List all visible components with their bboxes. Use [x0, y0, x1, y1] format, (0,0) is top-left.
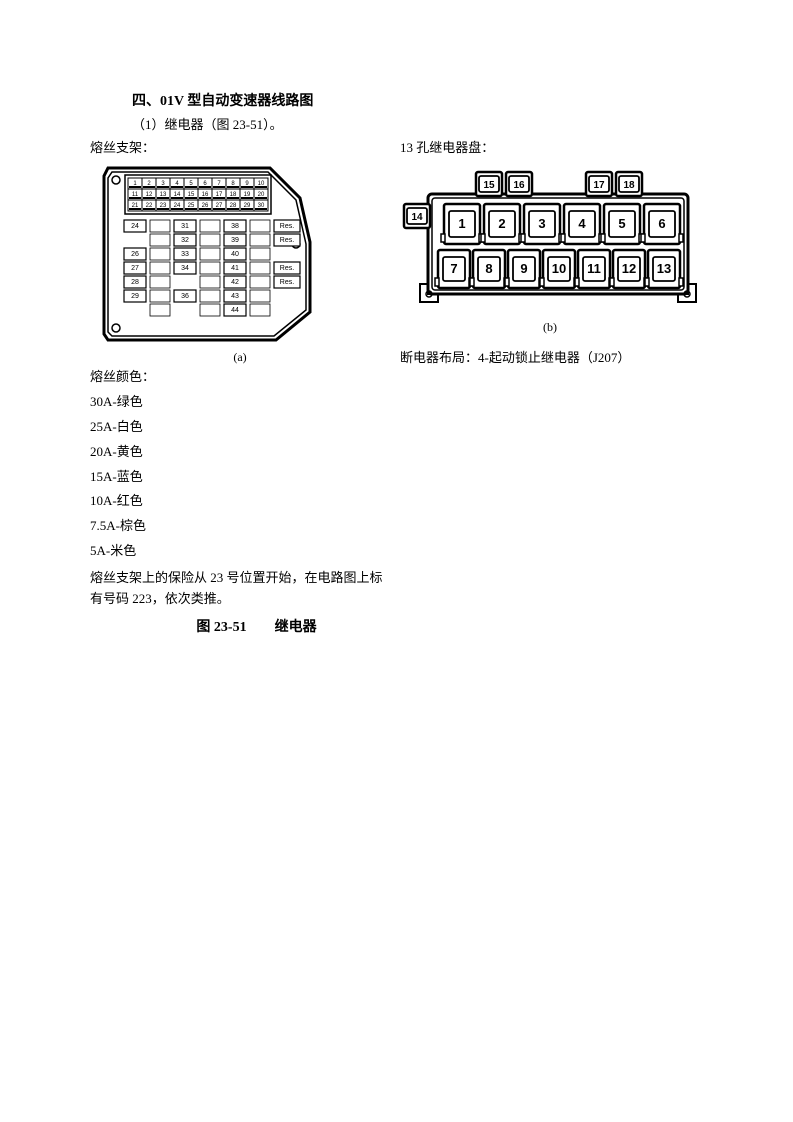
- two-column-layout: 熔丝支架： 1234567891011121314151617181920212…: [90, 137, 703, 610]
- color-item: 15A-蓝色: [90, 469, 390, 486]
- fuse-color-section: 熔丝颜色： 30A-绿色 25A-白色 20A-黄色 15A-蓝色 10A-红色…: [90, 369, 390, 560]
- colors-label: 熔丝颜色：: [90, 369, 390, 386]
- svg-text:15: 15: [483, 180, 495, 191]
- svg-text:12: 12: [622, 261, 636, 276]
- svg-text:44: 44: [231, 307, 239, 314]
- color-item: 10A-红色: [90, 493, 390, 510]
- svg-text:5: 5: [618, 216, 625, 231]
- svg-text:24: 24: [174, 203, 181, 209]
- svg-text:10: 10: [552, 261, 566, 276]
- svg-text:38: 38: [231, 223, 239, 230]
- svg-text:9: 9: [520, 261, 527, 276]
- subtitle: （1）继电器（图 23-51）。: [132, 114, 703, 133]
- svg-text:31: 31: [181, 223, 189, 230]
- svg-text:13: 13: [160, 192, 167, 198]
- svg-text:Res.: Res.: [280, 265, 294, 272]
- svg-text:16: 16: [513, 180, 525, 191]
- svg-text:15: 15: [188, 192, 195, 198]
- color-item: 30A-绿色: [90, 394, 390, 411]
- svg-text:Res.: Res.: [280, 237, 294, 244]
- svg-text:14: 14: [411, 212, 423, 223]
- svg-text:33: 33: [181, 251, 189, 258]
- svg-text:26: 26: [202, 203, 209, 209]
- svg-text:22: 22: [146, 203, 153, 209]
- svg-text:30: 30: [258, 203, 265, 209]
- svg-text:29: 29: [131, 293, 139, 300]
- color-item: 25A-白色: [90, 419, 390, 436]
- relay-panel-label: 13 孔继电器盘：: [400, 137, 700, 156]
- svg-text:10: 10: [258, 181, 265, 187]
- svg-text:23: 23: [160, 203, 167, 209]
- svg-text:26: 26: [131, 251, 139, 258]
- svg-text:32: 32: [181, 237, 189, 244]
- svg-text:13: 13: [657, 261, 671, 276]
- svg-text:21: 21: [132, 203, 139, 209]
- svg-text:43: 43: [231, 293, 239, 300]
- svg-text:42: 42: [231, 279, 239, 286]
- svg-text:Res.: Res.: [280, 279, 294, 286]
- svg-text:36: 36: [181, 293, 189, 300]
- fuse-holder-label: 熔丝支架：: [90, 137, 390, 156]
- svg-text:11: 11: [587, 261, 601, 276]
- fuse-note: 熔丝支架上的保险从 23 号位置开始，在电路图上标 有号码 223，依次类推。: [90, 568, 390, 610]
- svg-text:1: 1: [458, 216, 465, 231]
- svg-text:25: 25: [188, 203, 195, 209]
- svg-text:27: 27: [131, 265, 139, 272]
- svg-text:Res.: Res.: [280, 223, 294, 230]
- svg-text:11: 11: [132, 192, 139, 198]
- svg-text:7: 7: [450, 261, 457, 276]
- caption-a: (a): [90, 350, 390, 365]
- svg-text:24: 24: [131, 223, 139, 230]
- svg-text:28: 28: [131, 279, 139, 286]
- caption-b: (b): [400, 320, 700, 335]
- right-column: 13 孔继电器盘： 14 15161718 123456 78910111213: [400, 137, 700, 610]
- svg-text:4: 4: [578, 216, 586, 231]
- svg-text:17: 17: [593, 180, 605, 191]
- svg-text:6: 6: [658, 216, 665, 231]
- figure-title: 图 23-51 继电器: [0, 616, 703, 636]
- svg-text:3: 3: [538, 216, 545, 231]
- svg-text:2: 2: [498, 216, 505, 231]
- page-title: 四、01V 型自动变速器线路图: [132, 90, 703, 110]
- svg-text:19: 19: [244, 192, 251, 198]
- svg-text:16: 16: [202, 192, 209, 198]
- svg-text:14: 14: [174, 192, 181, 198]
- svg-text:18: 18: [230, 192, 237, 198]
- svg-text:20: 20: [258, 192, 265, 198]
- relay-layout-label: 断电器布局：4-起动锁止继电器（J207）: [400, 347, 700, 366]
- svg-text:28: 28: [230, 203, 237, 209]
- svg-text:40: 40: [231, 251, 239, 258]
- color-item: 7.5A-棕色: [90, 518, 390, 535]
- relay-diagram-b: 14 15161718 123456 78910111213: [400, 164, 700, 314]
- fuse-diagram-a: 1234567891011121314151617181920212223242…: [100, 164, 390, 344]
- left-column: 熔丝支架： 1234567891011121314151617181920212…: [90, 137, 390, 610]
- svg-text:12: 12: [146, 192, 153, 198]
- svg-text:41: 41: [231, 265, 239, 272]
- note-line-1: 熔丝支架上的保险从 23 号位置开始，在电路图上标: [90, 570, 383, 585]
- svg-text:34: 34: [181, 265, 189, 272]
- svg-text:39: 39: [231, 237, 239, 244]
- note-line-2: 有号码 223，依次类推。: [90, 591, 230, 606]
- color-item: 20A-黄色: [90, 444, 390, 461]
- svg-text:29: 29: [244, 203, 251, 209]
- svg-text:27: 27: [216, 203, 223, 209]
- color-item: 5A-米色: [90, 543, 390, 560]
- svg-text:8: 8: [485, 261, 492, 276]
- svg-text:18: 18: [623, 180, 635, 191]
- svg-text:17: 17: [216, 192, 223, 198]
